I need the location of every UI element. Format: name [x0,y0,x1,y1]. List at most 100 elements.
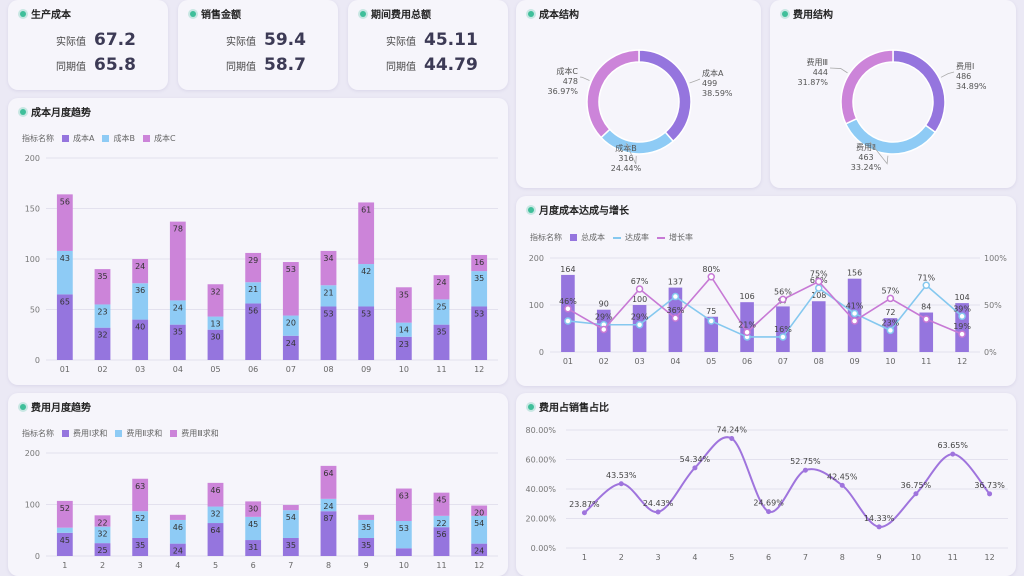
bar-segment [471,306,488,360]
kpi-actual-label: 实际值 [56,36,86,48]
bar-segment [245,252,262,283]
bar-value-label: 16 [474,258,484,267]
legend-label[interactable]: 增长率 [669,233,693,242]
legend-label[interactable]: 费用Ⅰ求和 [73,429,108,438]
legend-label[interactable]: 达成率 [625,233,649,242]
legend-label[interactable]: 总成本 [581,233,605,242]
ratio-point [876,524,882,530]
bar-segment [395,336,412,360]
legend-label[interactable]: 费用Ⅱ求和 [126,429,163,438]
card-cost-structure: 成本结构 成本A 499 38.59% 成本B 316 24.44% 成本C 478 36.97… [516,0,761,188]
kpi-title: 期间费用总额 [371,10,431,21]
bar-value-label: 54 [474,519,484,528]
bar-segment [282,510,299,538]
pie-slice [586,49,640,139]
y2-tick-label: 0% [984,348,997,357]
x-tick-label: 01 [563,357,573,366]
bar-value-label: 24 [474,547,484,556]
bar-segment [207,316,224,330]
bar-value-label: 23 [399,340,409,349]
bar-value-label: 106 [739,292,754,301]
bar-segment [169,221,186,301]
growth-point [707,273,715,281]
ratio-point [987,491,993,497]
kpi-prior-value: 65.8 [94,55,136,75]
legend-title: 指标名称 [22,134,54,143]
bar-segment [433,492,450,516]
card-cost-achievement: 月度成本达成与增长 指标名称 总成本 达成率 增长率 0 0% 100 50% 200 1… [516,196,1016,386]
legend-swatch [570,234,577,241]
x-tick-label: 1 [582,553,587,562]
pie-label-name: 费用Ⅲ [806,57,828,67]
bar-segment [94,543,111,556]
bar-segment [358,537,375,556]
kpi-title: 生产成本 [31,10,71,21]
bar-segment [56,500,73,528]
x-tick-label: 08 [323,365,333,374]
bar-value-label: 64 [323,469,333,478]
card-expense-ratio: 费用占销售占比 0.00% 20.00% 40.00% 60.00% 80.00% 23.… [516,393,1016,576]
x-tick-label: 07 [778,357,788,366]
rate-point [671,292,680,301]
growth-point [779,295,787,304]
x-tick-label: 08 [814,357,824,366]
x-tick-label: 09 [849,357,859,366]
bar-segment [320,306,337,360]
pie-label-value: 478 [563,77,578,86]
bar-value-label: 45 [436,496,446,505]
bar-segment [358,519,375,538]
growth-line [567,275,963,335]
bar [561,274,575,352]
kpi-actual-value: 67.2 [94,30,136,50]
x-tick-label: 12 [984,553,994,562]
legend-label[interactable]: 成本B [113,134,135,143]
pie-label-value: 316 [618,154,633,163]
legend-label[interactable]: 费用Ⅲ求和 [181,429,219,438]
growth-point [564,305,572,313]
legend-label[interactable]: 成本A [73,134,95,143]
bar-segment [471,543,488,556]
x-tick-label: 9 [364,561,369,570]
bar-value-label: 35 [399,290,409,299]
bar-segment [94,304,111,328]
x-tick-label: 11 [436,561,446,570]
bar-value-label: 35 [135,541,145,550]
rate-value-label: 39% [953,304,971,313]
pie-label-value: 444 [813,68,828,77]
ratio-value-label: 52.75% [790,457,821,466]
kpi-actual-value: 45.11 [424,30,478,50]
bar-value-label: 137 [668,278,683,287]
cost-combo-chart: 0 0% 100 50% 200 100% 164 01 90 02 100 03 137 04 75 05 1… [529,254,1008,366]
pie-label-name: 成本C [556,66,578,76]
bar-value-label: 104 [954,293,969,302]
x-tick-label: 11 [948,553,958,562]
bar-value-label: 25 [97,546,107,555]
chart-title: 月度成本达成与增长 [539,206,629,217]
bar-value-label: 75 [706,307,716,316]
x-tick-label: 05 [210,365,220,374]
pie-label-name: 成本A [702,68,724,78]
pie-label-value: 486 [956,72,971,81]
bar-value-label: 13 [210,320,220,329]
bar-value-label: 56 [248,306,258,315]
ratio-value-label: 36.75% [901,481,932,490]
bar-segment [471,254,488,272]
x-tick-label: 02 [599,357,609,366]
bar-segment [207,284,224,317]
bar-value-label: 35 [474,274,484,283]
x-tick-label: 12 [474,561,484,570]
y2-tick-label: 50% [984,301,1002,310]
bar-segment [132,537,149,556]
bar-value-label: 35 [361,523,371,532]
bar-segment [282,262,299,316]
legend: 指标名称 费用Ⅰ求和 费用Ⅱ求和 费用Ⅲ求和 [22,428,223,439]
bar-value-label: 40 [135,323,145,332]
legend-label[interactable]: 成本C [153,134,176,143]
pie-label-pct: 36.97% [547,87,578,96]
rate-value-label: 71% [917,273,935,282]
bar-value-label: 64 [210,526,220,535]
bar-value-label: 32 [210,287,220,296]
bar-segment [56,527,73,533]
bar-value-label: 24 [436,278,446,287]
expense-ratio-line-chart: 0.00% 20.00% 40.00% 60.00% 80.00% 23.87% 1 43.5… [525,425,1008,562]
